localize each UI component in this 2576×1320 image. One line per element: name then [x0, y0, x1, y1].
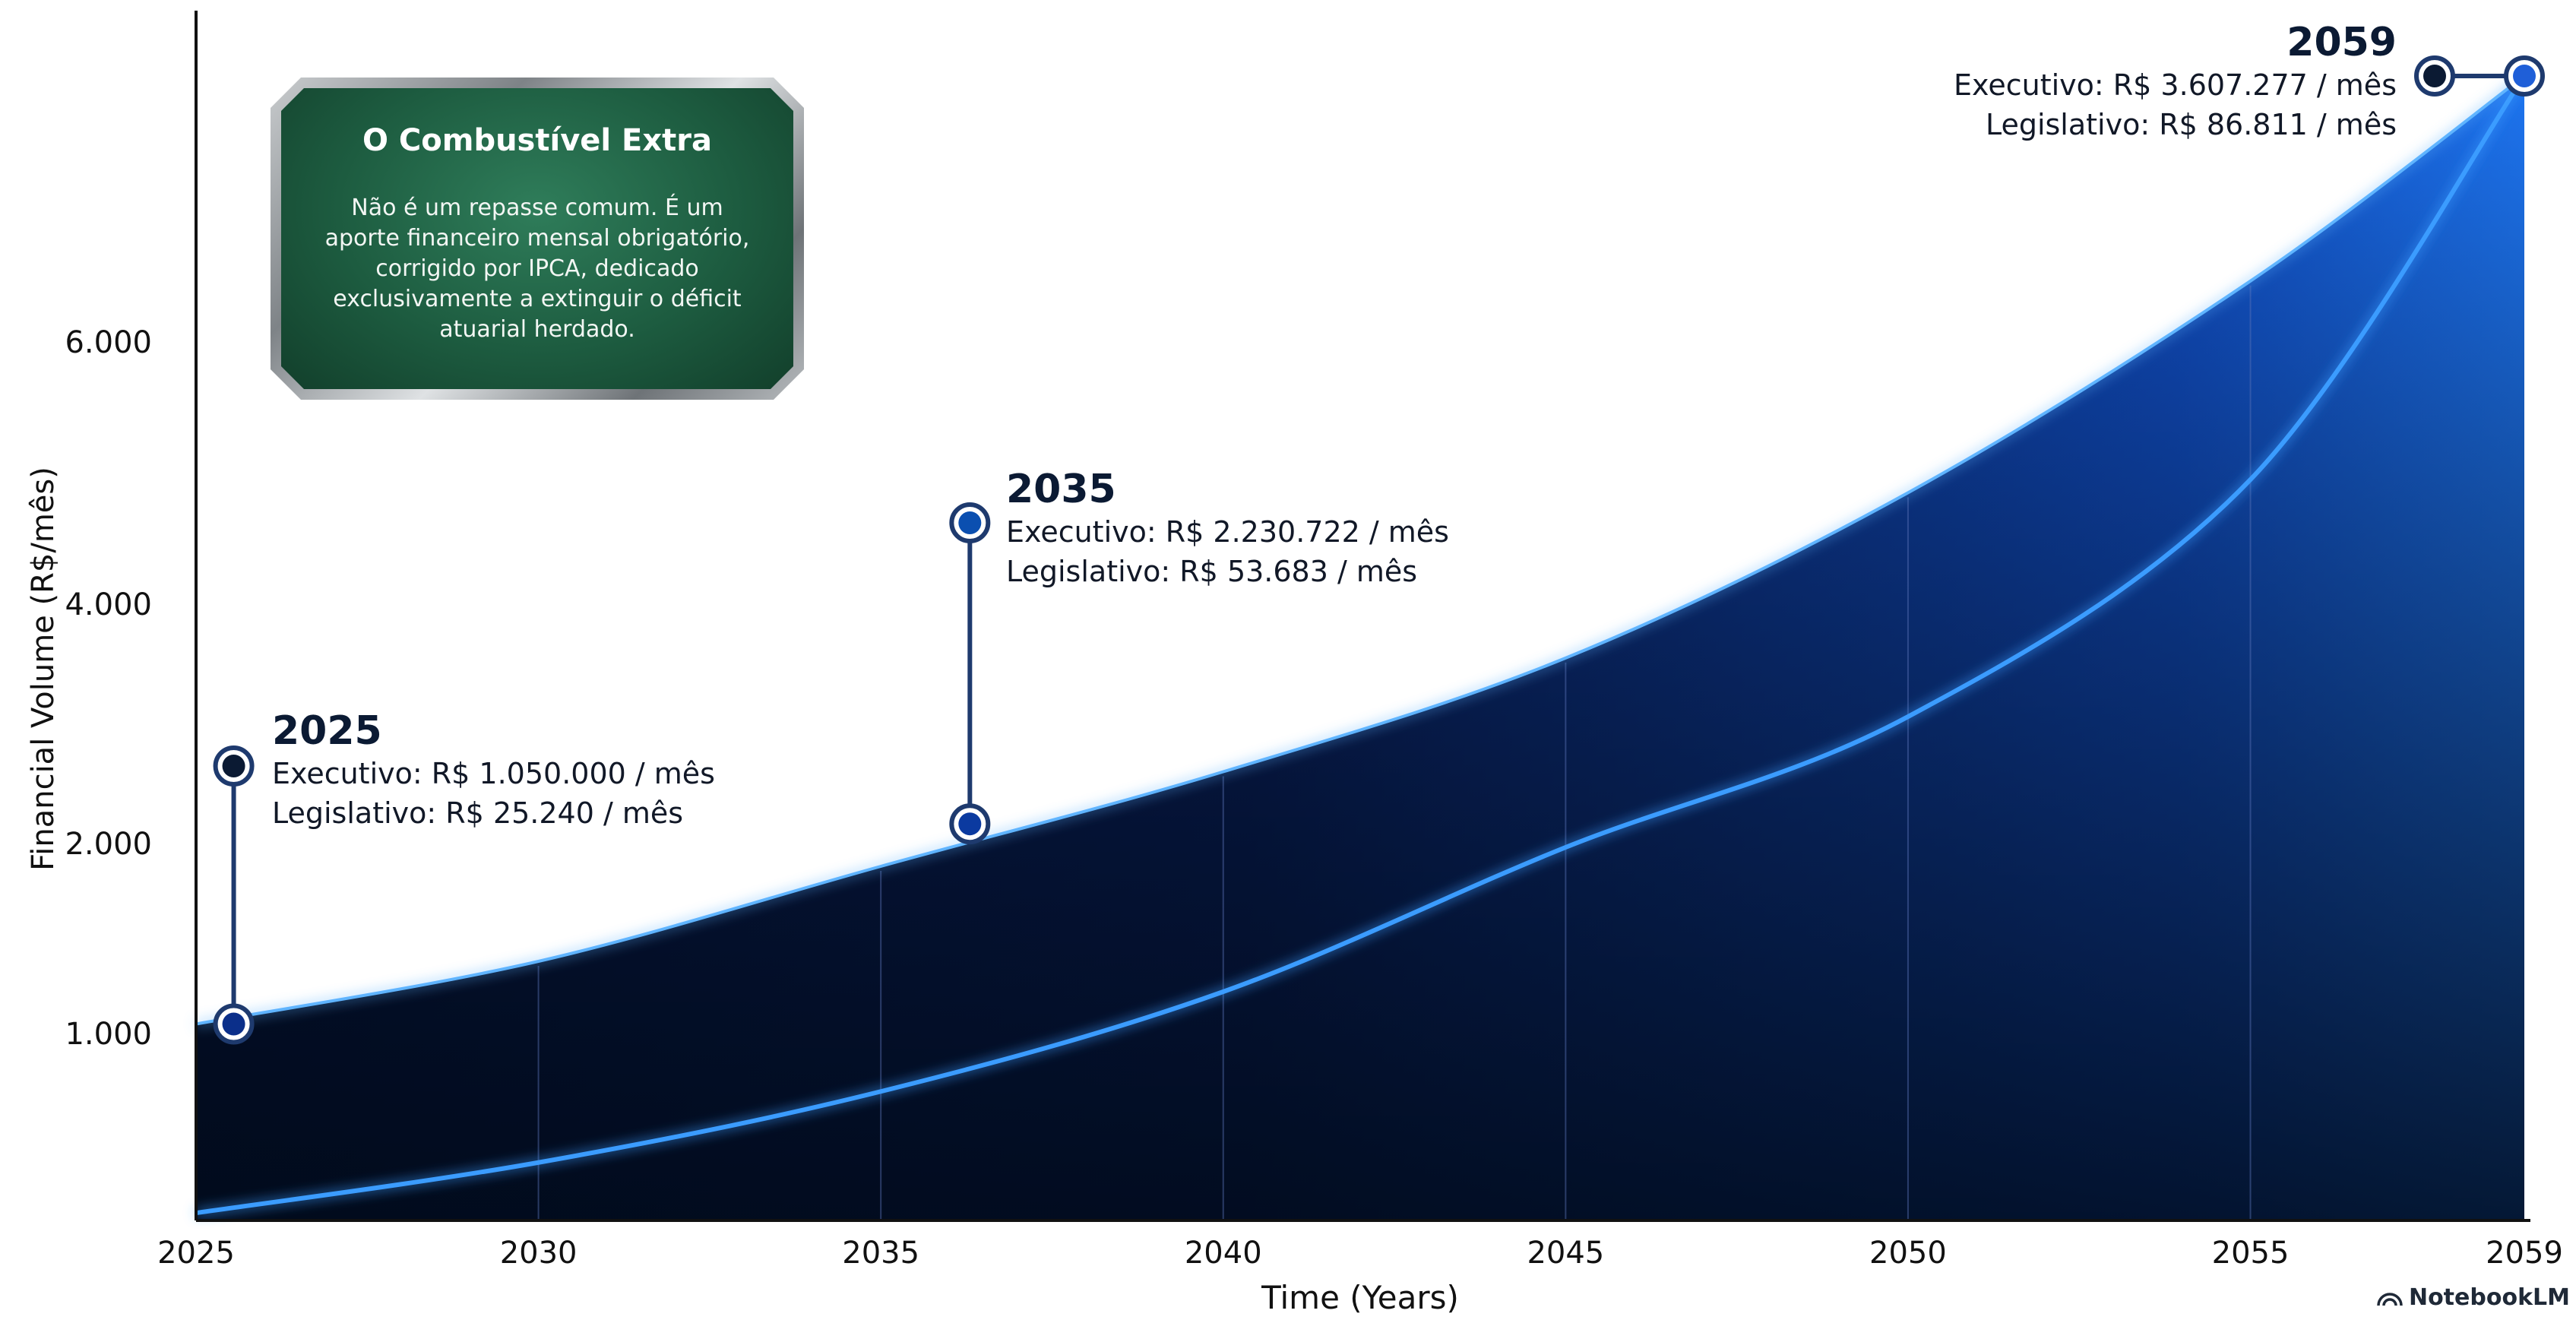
- marker-year: 2059: [2286, 20, 2397, 65]
- x-tick-label: 2035: [842, 1236, 919, 1271]
- x-tick-label: 2025: [157, 1236, 235, 1271]
- x-tick-label: 2045: [1527, 1236, 1604, 1271]
- marker-dot: [222, 755, 245, 777]
- x-tick-label: 2040: [1185, 1236, 1262, 1271]
- y-tick-label: 6.000: [65, 325, 152, 360]
- brand-watermark: NotebookLM: [2377, 1284, 2570, 1311]
- marker-label-2035: 2035 Executivo: R$ 2.230.722 / mês Legis…: [1006, 467, 1449, 591]
- marker-dot: [958, 812, 982, 836]
- marker-label-2025: 2025 Executivo: R$ 1.050.000 / mês Legis…: [272, 708, 715, 833]
- y-tick-label: 4.000: [65, 587, 152, 622]
- marker-legislativo: Legislativo: R$ 53.683 / mês: [1006, 555, 1418, 588]
- marker-dot: [222, 1012, 245, 1036]
- plot-area: 2025 2030 2035 2040 2045 2050 2055 2059 1.000 2.0…: [26, 11, 2563, 1316]
- x-tick-label: 2050: [1869, 1236, 1947, 1271]
- series-line-outer: [195, 74, 2526, 1026]
- marker-executivo: Executivo: R$ 1.050.000 / mês: [272, 757, 715, 790]
- y-tick-label: 2.000: [65, 827, 152, 862]
- marker-executivo: Executivo: R$ 3.607.277 / mês: [1954, 68, 2397, 102]
- marker-year: 2025: [272, 708, 382, 754]
- series-line-inner: [195, 74, 2527, 1216]
- x-tick-label: 2030: [500, 1236, 578, 1271]
- x-axis-title: Time (Years): [1261, 1279, 1459, 1316]
- callout-box: O Combustível Extra Não é um repasse com…: [271, 78, 804, 400]
- callout-body: Não é um repasse comum. É um aporte fina…: [324, 195, 750, 343]
- marker-label-2059: 2059 Executivo: R$ 3.607.277 / mês Legis…: [1954, 20, 2397, 144]
- marker-executivo: Executivo: R$ 2.230.722 / mês: [1006, 515, 1449, 549]
- marker-dot: [2513, 65, 2536, 87]
- marker-legislativo: Legislativo: R$ 25.240 / mês: [272, 796, 684, 830]
- marker-year: 2035: [1006, 467, 1116, 512]
- area-shade: [196, 76, 2524, 1220]
- marker-dot: [2423, 65, 2446, 87]
- notebooklm-logo-icon: [2377, 1292, 2403, 1306]
- brand-label: NotebookLM: [2408, 1284, 2570, 1311]
- marker-dot: [958, 511, 982, 534]
- callout-title: O Combustível Extra: [362, 123, 712, 158]
- callout-panel: [281, 88, 793, 389]
- y-tick-label: 1.000: [65, 1017, 152, 1052]
- x-tick-label: 2059: [2486, 1236, 2563, 1271]
- y-axis-title: Financial Volume (R$/mês): [26, 467, 61, 871]
- x-tick-label: 2055: [2212, 1236, 2290, 1271]
- marker-legislativo: Legislativo: R$ 86.811 / mês: [1985, 108, 2397, 141]
